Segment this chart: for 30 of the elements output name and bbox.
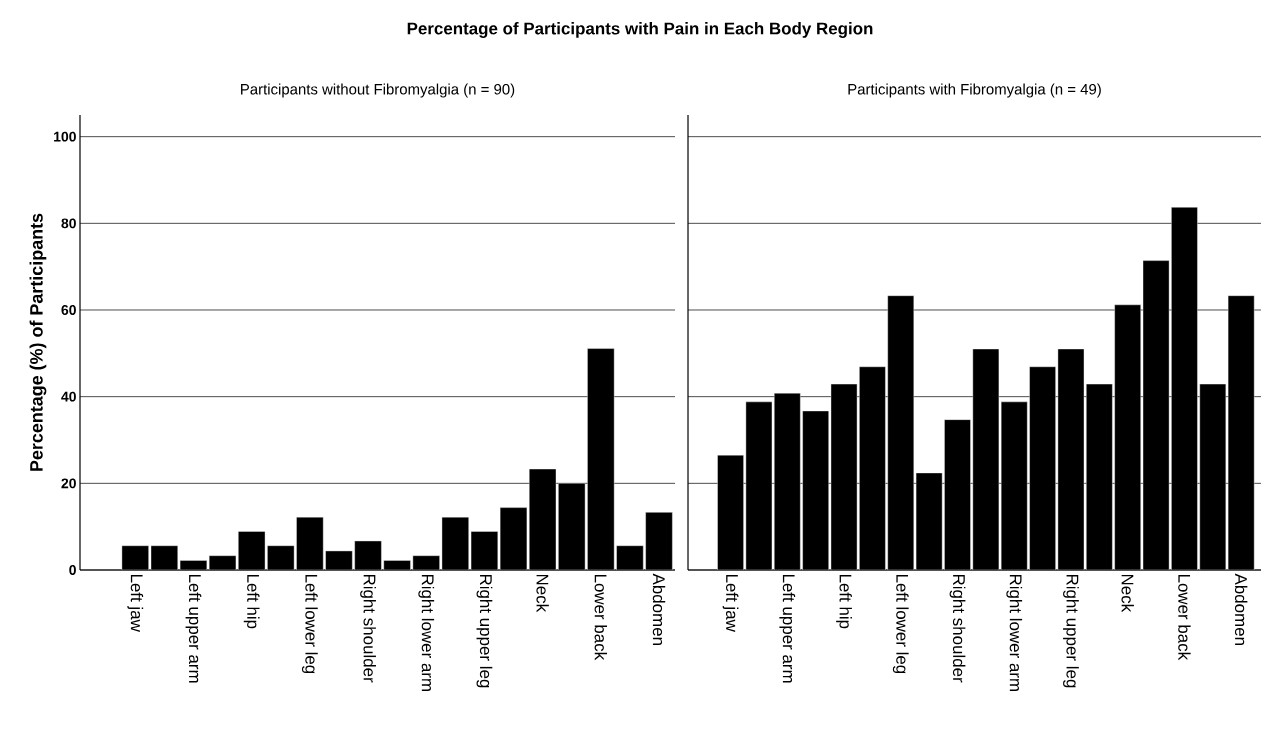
y-tick-label: 20: [61, 478, 76, 489]
x-tick-label: Left upper arm: [185, 574, 202, 683]
x-tick-label: Left hip: [243, 574, 260, 629]
x-tick-label: Neck: [1121, 574, 1134, 613]
y-axis-title: Percentage (%) of Participants: [29, 213, 47, 471]
x-tick-label: Left hip: [836, 574, 852, 629]
y-tick-label: 40: [61, 391, 76, 402]
y-tick-label: 80: [61, 218, 76, 229]
x-tick-label: Left upper arm: [779, 574, 796, 683]
x-tick-label: Abdomen: [652, 573, 666, 645]
x-tick-label: Lower back: [1178, 574, 1191, 661]
x-tick-label: Left jaw: [722, 574, 739, 632]
x-tick-label: Left jaw: [127, 574, 144, 632]
x-tick-label: Right shoulder: [949, 574, 966, 683]
y-tick-label: 0: [69, 565, 76, 575]
y-tick-label: 60: [61, 305, 76, 315]
x-tick-label: Right lower arm: [1006, 574, 1023, 691]
chart-title: Percentage of Participants with Pain in Each Body Region: [407, 22, 873, 38]
x-tick-label: Right lower arm: [418, 574, 435, 691]
x-tick-label: Abdomen: [1234, 573, 1248, 645]
x-tick-label: Right upper leg: [1063, 574, 1079, 688]
y-tick-label: 100: [54, 131, 76, 142]
x-tick-label: Neck: [536, 574, 549, 613]
chart-subtitle: Participants without Fibromyalgia (n = 90): [241, 83, 515, 98]
x-tick-label: Left lower leg: [892, 574, 909, 674]
x-tick-label: Right upper leg: [476, 574, 493, 688]
x-tick-label: Lower back: [594, 574, 608, 661]
chart-subtitle: Participants with Fibromyalgia (n = 49): [848, 83, 1101, 98]
x-tick-label: Right shoulder: [360, 574, 376, 683]
x-tick-label: Left lower leg: [301, 574, 318, 674]
